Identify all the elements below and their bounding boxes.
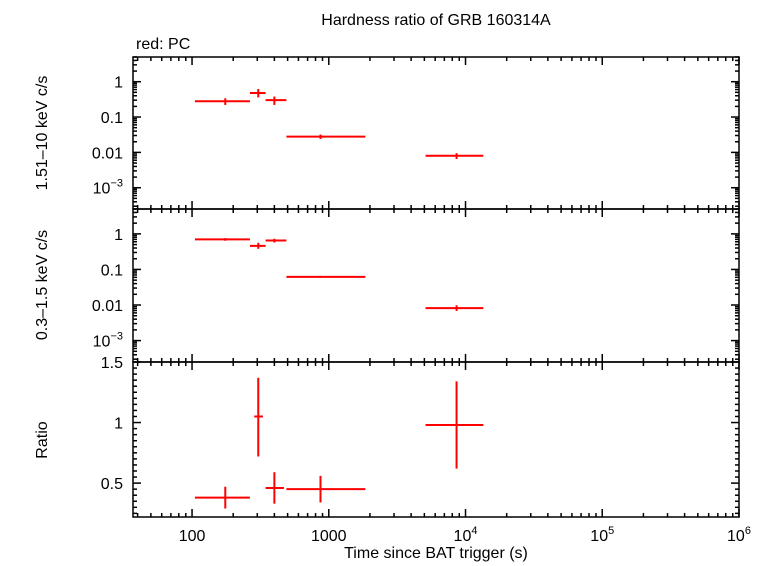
y-axis-label: Ratio [34, 421, 51, 458]
data-point [286, 275, 366, 278]
data-point [265, 96, 287, 105]
y-tick-label: 1 [114, 75, 123, 92]
y-tick-label: 0.1 [101, 110, 123, 127]
panel-hard: 1 0.1 0.01 10−3 1.51–10 keV c/s [34, 56, 740, 210]
data-point [286, 475, 366, 503]
y-tick-label: 1 [114, 227, 123, 244]
data-point [194, 98, 250, 105]
panel-frame [132, 56, 740, 210]
y-tick-label: 1.5 [101, 355, 123, 372]
data-point [425, 381, 484, 469]
data-point [194, 238, 250, 241]
y-tick-label: 0.01 [92, 145, 123, 162]
y-tick-label: 0.01 [92, 298, 123, 315]
chart-title: Hardness ratio of GRB 160314A [321, 12, 551, 29]
y-axis-label: 0.3–1.5 keV c/s [34, 230, 51, 340]
panel-frame [132, 361, 740, 518]
y-tick-label: 10−3 [93, 331, 123, 351]
x-tick-label: 105 [590, 525, 614, 545]
x-tick-label: 106 [727, 525, 751, 545]
data-point [425, 153, 484, 159]
x-tick-label: 100 [179, 528, 206, 545]
y-tick-label: 1 [114, 416, 123, 433]
data-point [265, 238, 287, 243]
data-point [249, 242, 266, 249]
y-tick-label: 0.1 [101, 262, 123, 279]
panel-soft: 1 0.1 0.01 10−3 0.3–1.5 keV c/s [34, 208, 740, 363]
data-point [194, 486, 250, 509]
data-point [425, 305, 484, 311]
y-tick-label: 0.5 [101, 476, 123, 493]
panel-frame [132, 208, 740, 363]
panel-ratio: 0.5 1 1.5 Ratio [34, 355, 740, 518]
y-tick-label: 10−3 [93, 178, 123, 198]
panels-layer: 1 0.1 0.01 10−3 1.51–10 keV c/s 1 0.1 0.01 10−3 0… [34, 56, 751, 545]
data-point [249, 89, 266, 98]
series-note: red: PC [136, 36, 190, 53]
x-tick-label: 1000 [311, 528, 347, 545]
y-axis-label: 1.51–10 keV c/s [34, 76, 51, 191]
data-point [265, 472, 284, 504]
x-axis-label: Time since BAT trigger (s) [344, 545, 528, 562]
x-tick-label: 104 [454, 525, 478, 545]
data-point [254, 377, 263, 457]
data-point [286, 134, 366, 139]
